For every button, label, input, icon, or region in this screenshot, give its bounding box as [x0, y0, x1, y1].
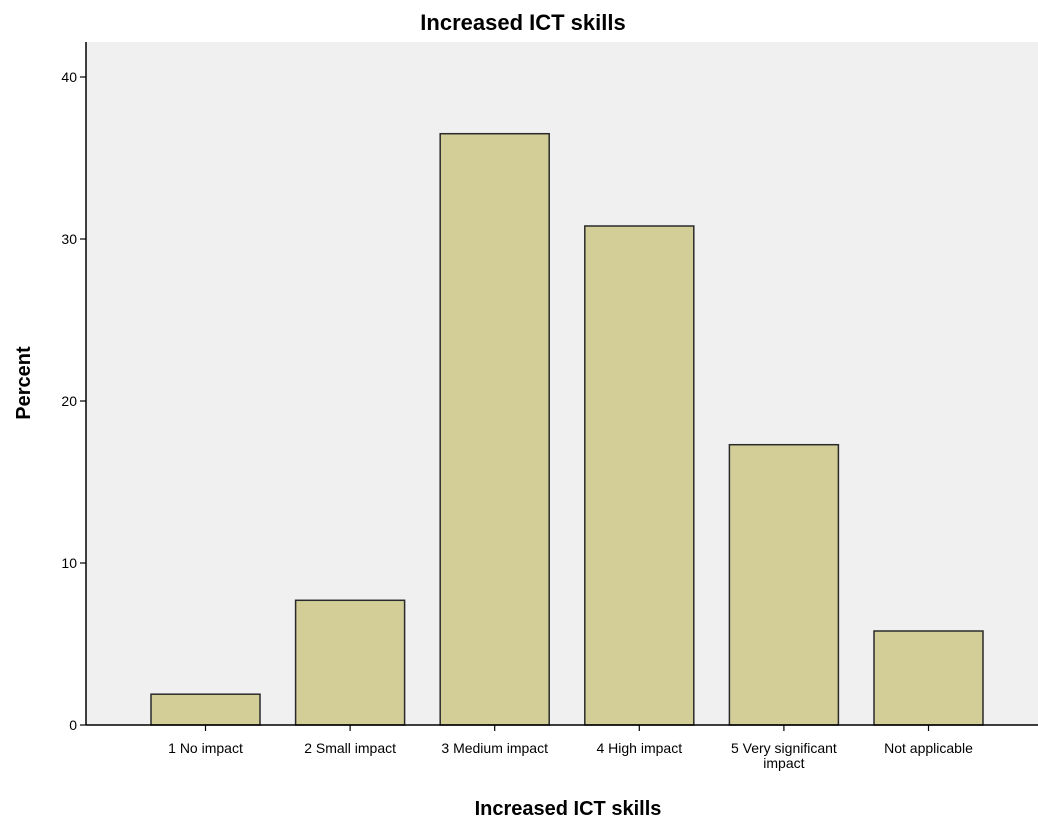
bar-5: [728, 443, 840, 726]
x-category-label-1: 1 No impact: [168, 740, 243, 756]
y-tick-label-10: 10: [61, 555, 77, 571]
y-tick-label-30: 30: [61, 231, 77, 247]
y-tick-label-20: 20: [61, 393, 77, 409]
y-tick-label-40: 40: [61, 69, 77, 85]
bar-6: [873, 630, 984, 726]
x-category-label-5: 5 Very significant impact: [731, 740, 837, 771]
x-category-label-6: Not applicable: [884, 740, 973, 756]
bar-4: [584, 225, 695, 726]
bar-1: [150, 693, 261, 726]
bar-2: [294, 599, 406, 726]
x-category-label-4: 4 High impact: [597, 740, 683, 756]
bar-3: [439, 132, 550, 726]
x-category-label-3: 3 Medium impact: [441, 740, 548, 756]
x-category-label-2: 2 Small impact: [304, 740, 396, 756]
bars-layer: [150, 132, 984, 726]
x-axis-title: Increased ICT skills: [475, 798, 662, 820]
chart-title: Increased ICT skills: [420, 10, 625, 35]
plot-area: [86, 42, 1038, 725]
y-tick-label-0: 0: [69, 717, 77, 733]
axes-layer: 0 10 20 30 40 1 No impact 2 Small impact 3 Medi…: [61, 42, 1038, 771]
y-axis-title: Percent: [13, 346, 35, 420]
